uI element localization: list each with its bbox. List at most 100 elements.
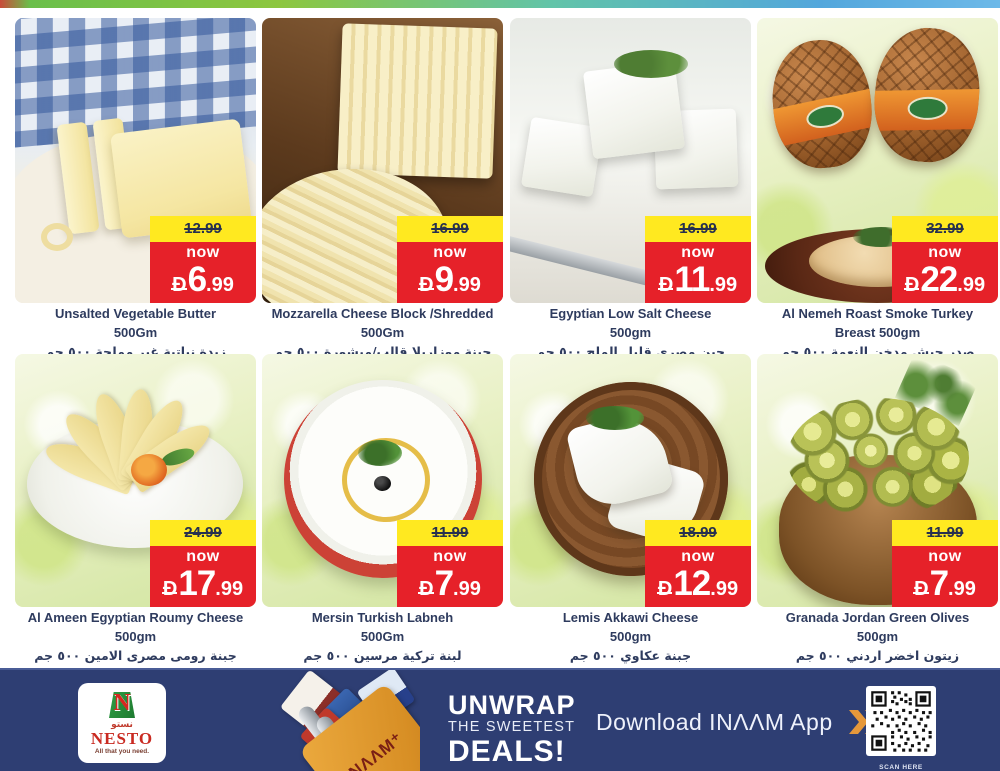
product-size: 500gm [114, 628, 157, 644]
now-price-block: now Ð11.99 [645, 242, 751, 303]
turkey-roast-decor [766, 35, 878, 173]
nesto-tagline: All that you need. [94, 748, 150, 755]
now-label: now [681, 244, 715, 261]
price-tag: 18.99 now Ð12.99 [645, 520, 751, 607]
carrot-rose-decor [131, 454, 167, 486]
old-price: 18.99 [645, 520, 751, 546]
old-price: 12.99 [150, 216, 256, 242]
product-name: Granada Jordan Green Olives [785, 610, 970, 625]
dirham-symbol: Ð [171, 274, 188, 296]
banner-headline: UNWRAP THE SWEETEST DEALS! [448, 690, 576, 768]
label-band-decor [767, 88, 878, 148]
now-label: now [186, 548, 220, 565]
product-size: 500gm [856, 628, 899, 644]
product-name-arabic: جبنة رومى مصرى الامين ٥٠٠ جم [34, 647, 237, 663]
dirham-symbol: Ð [657, 274, 674, 296]
herb-sprig-decor [586, 406, 644, 430]
new-price: Ð7.99 [913, 564, 976, 603]
turkey-roast-decor [869, 23, 985, 167]
product-card[interactable]: 18.99 now Ð12.99 Lemis Akkawi Cheese 500… [510, 354, 751, 663]
herb-sprig-decor [358, 440, 402, 466]
product-card[interactable]: 16.99 now Ð9.99 Mozzarella Cheese Block … [262, 18, 503, 359]
old-price: 11.99 [892, 520, 998, 546]
product-card[interactable]: 12.99 now Ð6.99 Unsalted Vegetable Butte… [15, 18, 256, 359]
old-price: 24.99 [150, 520, 256, 546]
product-size: 500Gm [360, 628, 405, 644]
product-photo: 12.99 now Ð6.99 [15, 18, 256, 303]
now-label: now [681, 548, 715, 565]
now-label: now [186, 244, 220, 261]
nesto-logo: N نستو NESTO All that you need. [78, 683, 166, 763]
product-card[interactable]: 24.99 now Ð17.99 Al Ameen Egyptian Roumy… [15, 354, 256, 663]
green-olives-decor [787, 398, 969, 518]
butter-curl-decor [41, 223, 73, 251]
qr-caption: SCAN HERE [879, 764, 923, 771]
cheese-block-decor [337, 23, 498, 179]
product-size: 500Gm [360, 324, 405, 340]
product-name: Unsalted Vegetable Butter [54, 306, 217, 321]
product-photo: 18.99 now Ð12.99 [510, 354, 751, 607]
product-photo: 16.99 now Ð9.99 [262, 18, 503, 303]
product-size: Breast 500gm [834, 324, 921, 340]
now-label: now [433, 548, 467, 565]
inaam-package-illustration: INΛΛM⁺ [252, 670, 420, 771]
product-size: 500gm [609, 324, 652, 340]
new-price: Ð9.99 [418, 260, 481, 299]
qr-code-block[interactable]: SCAN HERE [866, 686, 936, 771]
product-name-arabic: زيتون اخضر اردني ٥٠٠ جم [795, 647, 960, 663]
nesto-brand-label: NESTO [90, 729, 154, 748]
nesto-arabic-label: نستو [111, 720, 133, 730]
price-tag: 11.99 now Ð7.99 [397, 520, 503, 607]
product-name: Mersin Turkish Labneh [311, 610, 454, 625]
product-photo: 24.99 now Ð17.99 [15, 354, 256, 607]
label-band-decor [869, 88, 983, 131]
old-price: 11.99 [397, 520, 503, 546]
now-label: now [433, 244, 467, 261]
product-photo: 32.99 now Ð22.99 [757, 18, 998, 303]
price-tag: 12.99 now Ð6.99 [150, 216, 256, 303]
now-price-block: now Ð17.99 [150, 546, 256, 607]
now-price-block: now Ð9.99 [397, 242, 503, 303]
download-app-label: Download INΛΛM App [596, 708, 833, 735]
dirham-symbol: Ð [161, 578, 178, 600]
black-olive-decor [374, 476, 391, 491]
now-price-block: now Ð7.99 [397, 546, 503, 607]
dirham-symbol: Ð [656, 578, 673, 600]
product-name-arabic: جبنة عكاوي ٥٠٠ جم [569, 647, 692, 663]
product-name: Egyptian Low Salt Cheese [549, 306, 712, 321]
product-size: 500Gm [113, 324, 158, 340]
product-name: Mozzarella Cheese Block /Shredded [271, 306, 494, 321]
product-photo: 16.99 now Ð11.99 [510, 18, 751, 303]
promo-banner: N نستو NESTO All that you need. INΛΛM⁺ U… [0, 668, 1000, 771]
old-price: 16.99 [397, 216, 503, 242]
new-price: Ð6.99 [171, 260, 234, 299]
now-price-block: now Ð7.99 [892, 546, 998, 607]
product-card[interactable]: 16.99 now Ð11.99 Egyptian Low Salt Chees… [510, 18, 751, 359]
product-size: 500gm [609, 628, 652, 644]
nesto-bag-icon: N [105, 690, 139, 720]
dirham-symbol: Ð [903, 274, 920, 296]
now-label: now [928, 244, 962, 261]
product-card[interactable]: 11.99 now Ð7.99 Mersin Turkish Labneh 50… [262, 354, 503, 663]
now-label: now [928, 548, 962, 565]
product-name: Lemis Akkawi Cheese [562, 610, 699, 625]
new-price: Ð17.99 [161, 564, 244, 603]
product-name-arabic: لبنة تركية مرسين ٥٠٠ جم [303, 647, 462, 663]
product-name: Al Nemeh Roast Smoke Turkey [781, 306, 974, 321]
now-price-block: now Ð22.99 [892, 242, 998, 303]
download-inaam-app[interactable]: Download INΛΛM App [596, 708, 903, 736]
new-price: Ð12.99 [656, 564, 739, 603]
top-rainbow-strip [0, 0, 1000, 8]
old-price: 16.99 [645, 216, 751, 242]
price-tag: 16.99 now Ð11.99 [645, 216, 751, 303]
product-card[interactable]: 32.99 now Ð22.99 Al Nemeh Roast Smoke Tu… [757, 18, 998, 359]
price-tag: 16.99 now Ð9.99 [397, 216, 503, 303]
product-card[interactable]: 11.99 now Ð7.99 Granada Jordan Green Oli… [757, 354, 998, 663]
now-price-block: now Ð6.99 [150, 242, 256, 303]
product-photo: 11.99 now Ð7.99 [262, 354, 503, 607]
new-price: Ð11.99 [657, 260, 738, 299]
product-name: Al Ameen Egyptian Roumy Cheese [27, 610, 244, 625]
dirham-symbol: Ð [418, 578, 435, 600]
new-price: Ð7.99 [418, 564, 481, 603]
dirham-symbol: Ð [913, 578, 930, 600]
